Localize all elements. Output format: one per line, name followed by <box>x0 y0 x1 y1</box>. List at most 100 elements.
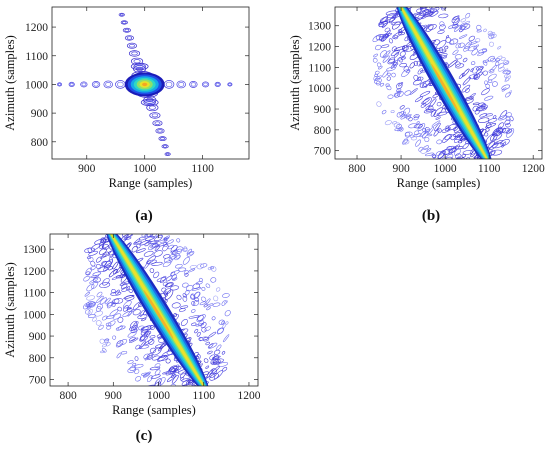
sidelobe-contour <box>481 88 490 96</box>
sidelobe-contour <box>142 227 149 234</box>
sidelobe-contour <box>455 157 465 159</box>
sidelobe-contour <box>481 47 487 52</box>
sidelobe-contour <box>501 127 507 133</box>
sidelobe-contour <box>180 305 189 309</box>
sidelobe-contour <box>476 24 482 31</box>
sidelobe-contour <box>211 365 221 375</box>
sidelobe-contour <box>135 344 141 350</box>
sidelobe-contour <box>207 303 214 307</box>
sidelobe-contour <box>177 384 188 386</box>
sidelobe-contour <box>497 66 505 72</box>
sidelobe-contour <box>214 81 221 87</box>
sidelobe-contour <box>425 108 436 112</box>
sidelobe-contour <box>415 139 422 147</box>
sidelobe-contour <box>382 55 390 63</box>
sidelobe-contour <box>126 306 132 310</box>
sidelobe-contour <box>423 145 429 150</box>
sidelobe-contour <box>205 283 211 288</box>
y-tick-label: 1200 <box>23 266 46 278</box>
sidelobe-contour <box>464 41 472 50</box>
contour-plot-a: 900 1000 1100 800 900 1000 1100 1200 Range (samp… <box>3 6 250 190</box>
sidelobe-contour <box>497 115 508 121</box>
sidelobe-contour <box>435 116 441 120</box>
sidelobe-contour <box>397 91 404 97</box>
sidelobe-contour <box>440 7 449 9</box>
sidelobe-contour <box>488 32 496 37</box>
sidelobe-contour <box>134 356 139 361</box>
sidelobe-contour <box>159 275 167 283</box>
sidelobe-contour <box>126 36 133 40</box>
contour-layer-a <box>57 12 233 156</box>
sidelobe-contour <box>444 45 449 50</box>
sidelobe-contour <box>490 33 497 39</box>
chart-panel-a: 900 1000 1100 800 900 1000 1100 1200 Range (samp… <box>0 0 270 205</box>
sidelobe-contour <box>167 239 174 245</box>
sidelobe-contour <box>479 103 486 110</box>
sidelobe-contour <box>215 287 221 292</box>
sidelobe-contour <box>430 109 437 117</box>
sidelobe-contour <box>390 110 395 114</box>
sidelobe-contour <box>129 336 136 342</box>
sidelobe-contour <box>484 95 494 101</box>
sidelobe-contour <box>123 227 133 233</box>
sidelobe-contour <box>451 24 459 29</box>
sidelobe-contour <box>189 81 198 88</box>
sidelobe-contour <box>113 298 124 304</box>
sidelobe-contour <box>455 63 465 69</box>
sidelobe-contour <box>127 360 134 365</box>
sidelobe-contour <box>436 101 442 107</box>
sidelobe-contour <box>385 83 390 87</box>
sidelobe-contour <box>396 82 403 90</box>
sidelobe-contour <box>211 266 217 272</box>
sidelobe-contour <box>190 294 196 300</box>
sidelobe-contour <box>124 35 134 41</box>
sidelobe-contour <box>396 111 403 118</box>
sidelobe-contour <box>124 236 132 240</box>
sidelobe-contour <box>100 260 107 267</box>
sidelobe-contour <box>460 158 466 159</box>
sidelobe-contour <box>135 376 142 382</box>
sidelobe-contour <box>163 237 168 242</box>
sidelobe-contour <box>408 117 413 122</box>
sidelobe-contour <box>478 117 490 123</box>
sidelobe-contour <box>421 98 430 105</box>
sidelobe-contour <box>413 114 420 119</box>
sidelobe-contour <box>415 96 423 103</box>
sidelobe-contour <box>148 338 155 345</box>
sidelobe-contour <box>151 113 159 118</box>
sidelobe-contour <box>211 368 217 374</box>
sidelobe-contour <box>224 310 231 317</box>
sidelobe-contour <box>96 295 104 303</box>
sidelobe-contour <box>460 161 471 167</box>
sidelobe-contour <box>462 68 470 77</box>
sidelobe-contour <box>149 112 161 119</box>
sidelobe-contour <box>217 362 229 367</box>
sidelobe-contour <box>384 27 390 33</box>
sidelobe-contour <box>102 348 107 353</box>
sidelobe-contour <box>105 315 115 319</box>
sidelobe-contour <box>88 301 96 308</box>
sidelobe-contour <box>413 74 419 81</box>
sidelobe-contour <box>439 24 446 31</box>
sidelobe-contour <box>96 291 103 298</box>
sidelobe-contour <box>162 244 169 252</box>
sidelobe-contour <box>95 263 102 270</box>
sidelobe-contour <box>504 75 511 83</box>
sidelobe-contour <box>91 81 101 88</box>
sidelobe-contour <box>171 372 176 378</box>
sidelobe-contour <box>129 43 135 48</box>
sidelobe-contour <box>490 133 498 142</box>
x-tick-label: 1000 <box>147 390 170 402</box>
sidelobe-contour <box>115 342 123 348</box>
sidelobe-contour <box>387 94 394 99</box>
sidelobe-contour <box>117 316 124 323</box>
sidelobe-contour <box>129 365 137 372</box>
sidelobe-contour <box>505 91 511 98</box>
sidelobe-contour <box>470 61 476 65</box>
sidelobe-contour <box>505 112 512 118</box>
sidelobe-contour <box>135 66 144 72</box>
sidelobe-contour <box>145 100 154 105</box>
sidelobe-contour <box>470 68 474 73</box>
sidelobe-contour <box>92 271 102 277</box>
sidelobe-contour <box>216 327 225 335</box>
